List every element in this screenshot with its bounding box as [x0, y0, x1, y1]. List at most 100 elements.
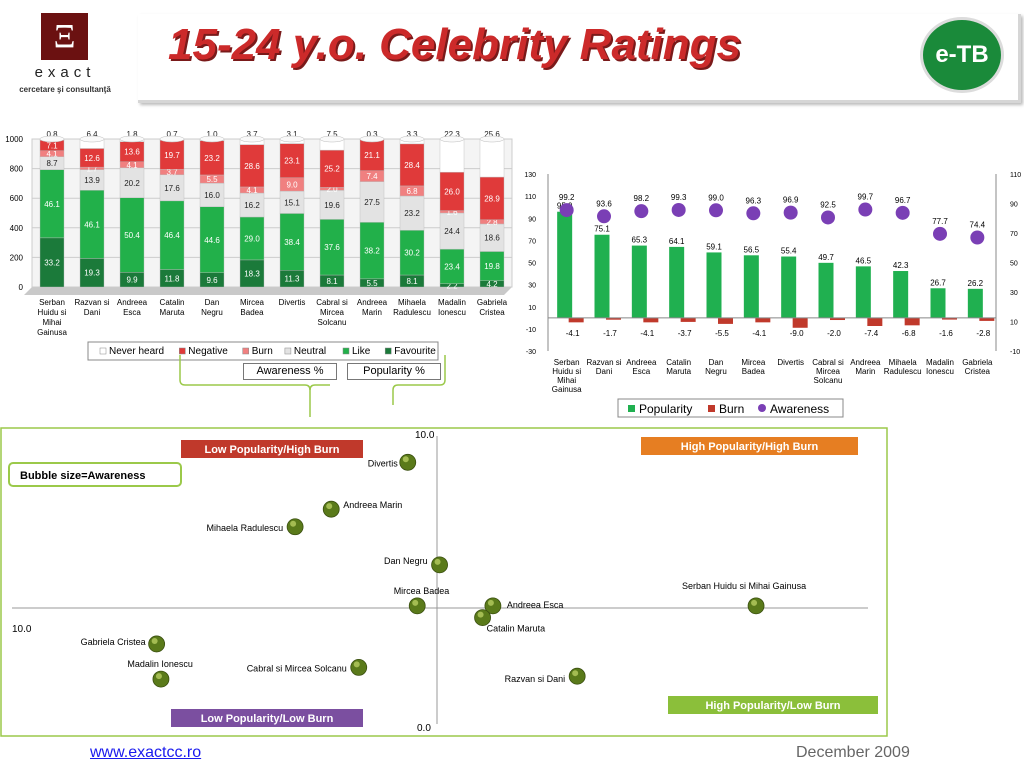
bubble-highlight [751, 599, 758, 606]
x-tick-label: Cabral si [316, 298, 348, 307]
awareness-value: 93.6 [596, 199, 612, 208]
data-label: 3.7 [246, 130, 258, 139]
bubble [399, 453, 417, 471]
quadrant-label: Low Popularity/High Burn [204, 444, 339, 456]
popularity-bar [706, 252, 722, 318]
x-tick-label: Razvan si [74, 298, 109, 307]
popularity-bar [594, 234, 610, 318]
burn-value: -1.7 [603, 329, 617, 338]
data-label: 15.1 [284, 198, 300, 207]
data-label: 8.1 [326, 277, 338, 286]
etb-logo: e-TB [920, 17, 1004, 93]
awareness-value: 96.9 [783, 196, 799, 205]
popularity-value: 42.3 [893, 261, 909, 270]
popularity-bar [893, 271, 909, 318]
data-label: 4.1 [126, 161, 138, 170]
data-label: 8.1 [406, 277, 418, 286]
data-label: 23.2 [204, 154, 220, 163]
data-label: 0.7 [166, 130, 178, 139]
x-tick-label: Madalin [926, 358, 954, 367]
popularity-label: Popularity % [347, 363, 441, 380]
bubble-highlight [434, 558, 441, 565]
quadrant-label: High Popularity/Low Burn [705, 700, 840, 712]
awareness-marker [933, 226, 947, 241]
burn-bar [568, 317, 584, 323]
y-tick-label: 400 [10, 224, 24, 233]
data-label: 24.4 [444, 227, 460, 236]
bubble-highlight [477, 611, 484, 618]
legend-entry: Awareness [770, 402, 829, 416]
x-tick-label: Cristea [479, 308, 505, 317]
burn-bar [792, 317, 808, 328]
popularity-value: 26.7 [930, 278, 946, 287]
bubble-label: Dan Negru [384, 556, 428, 566]
bubble-label: Cabral si Mircea Solcanu [247, 663, 347, 673]
exact-logo-name: exact [34, 64, 96, 81]
data-label: 1.0 [206, 130, 218, 139]
awareness-marker [858, 202, 873, 217]
data-label: 6.4 [86, 130, 98, 139]
x-tick-label: Mihai [557, 376, 576, 385]
bar-segment-like [79, 190, 105, 259]
data-label: 38.4 [284, 238, 300, 247]
quadrant-label: Low Popularity/Low Burn [201, 713, 334, 725]
bar-segment-neutral [399, 195, 425, 231]
bubble-label: Gabriela Cristea [81, 637, 146, 647]
bar-segment-negative [239, 144, 265, 188]
bubble [286, 518, 304, 536]
burn-value: -4.1 [752, 329, 766, 338]
bubble [350, 658, 368, 676]
data-label: 17.6 [164, 184, 180, 193]
website-link[interactable]: www.exactcc.ro [90, 744, 202, 761]
data-label: 18.6 [484, 234, 500, 243]
x-tick-label: Mihaela [398, 298, 427, 307]
bubble-highlight [487, 599, 494, 606]
bar-cap [359, 135, 385, 143]
legend-entry: Like [352, 346, 371, 357]
data-label: 25.2 [324, 165, 340, 174]
x-tick-label: Serban [39, 298, 65, 307]
x-tick-label: Esca [123, 308, 141, 317]
bar-segment-like [479, 251, 505, 281]
legend-entry: Burn [252, 346, 273, 357]
report-date: December 2009 [796, 744, 910, 761]
x-tick-label: Gabriela [477, 298, 508, 307]
awareness-value: 99.0 [708, 193, 724, 202]
bubble [568, 667, 586, 685]
x-tick-label: Dani [84, 308, 101, 317]
axis-label-left: 10.0 [12, 624, 32, 635]
data-label: 33.2 [44, 258, 60, 267]
data-label: 37.6 [324, 243, 340, 252]
data-label: 11.3 [285, 275, 301, 284]
burn-value: -5.5 [715, 329, 729, 338]
y-tick-label: 800 [10, 165, 24, 174]
legend-swatch [179, 347, 186, 355]
bubble-highlight [412, 599, 419, 606]
bubble [152, 670, 170, 688]
bar-segment-neutral [359, 181, 385, 223]
legend-entry: Never heard [109, 346, 164, 357]
x-tick-label: Dan [205, 298, 220, 307]
x-tick-label: Cristea [965, 367, 991, 376]
data-label: 9.9 [126, 276, 138, 285]
x-tick-label: Mircea [741, 358, 766, 367]
data-label: 5.5 [206, 175, 218, 184]
data-label: 26.0 [444, 187, 460, 196]
plot-background [31, 138, 513, 288]
x-tick-label: Andreea [626, 358, 657, 367]
data-label: 23.1 [284, 157, 300, 166]
bar-segment-negative [319, 149, 345, 188]
bubble-note: Bubble size=Awareness [20, 470, 145, 482]
bubble [431, 556, 448, 574]
popularity-bar [967, 288, 983, 318]
data-label: 16.2 [244, 201, 260, 210]
awareness-marker [559, 203, 574, 218]
bar-segment-negative [199, 140, 225, 176]
popularity-value: 65.3 [632, 236, 648, 245]
bubble-highlight [326, 503, 333, 510]
legend-swatch [284, 347, 292, 355]
data-label: 18.3 [244, 269, 260, 278]
bar-cap [119, 135, 145, 143]
data-label: 12.6 [84, 154, 100, 163]
burn-value: -9.0 [790, 329, 804, 338]
